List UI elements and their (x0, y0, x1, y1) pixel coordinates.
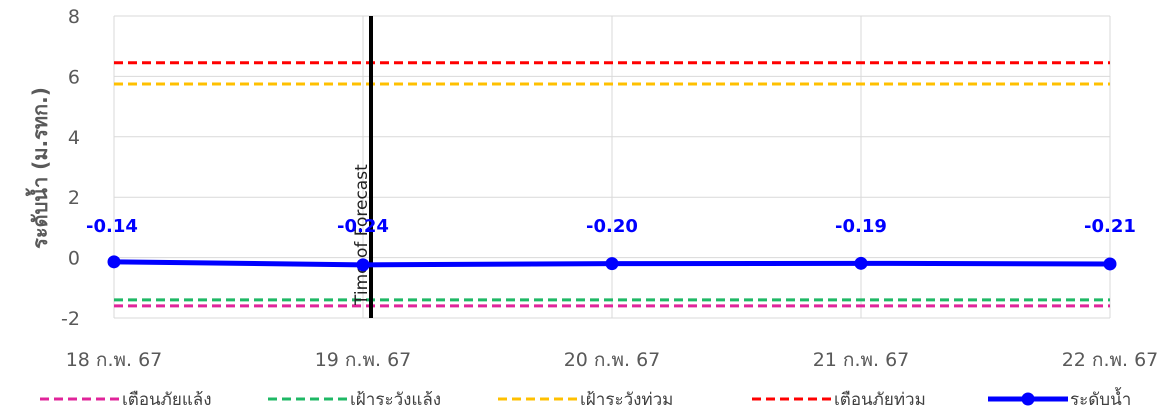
x-axis-ticks: 18 ก.พ. 67 19 ก.พ. 67 20 ก.พ. 67 21 ก.พ. 67… (66, 349, 1159, 371)
legend-item: เตือนภัยท่วม (752, 390, 926, 410)
y-axis-label: ระดับน้ำ (ม.รทก.) (25, 87, 52, 249)
data-point (854, 256, 868, 270)
data-label: -0.14 (86, 216, 138, 237)
x-tick-label: 19 ก.พ. 67 (315, 349, 412, 371)
data-point (107, 255, 121, 269)
x-tick-label: 21 ก.พ. 67 (813, 349, 910, 371)
grid-lines (113, 15, 1111, 319)
forecast-marker: Time of Forecast (352, 16, 373, 318)
legend-item: ระดับน้ำ (988, 387, 1131, 410)
x-tick-label: 20 ก.พ. 67 (564, 349, 661, 371)
legend-item: เฝ้าระวังท่วม (498, 390, 673, 410)
y-tick-label: -2 (61, 308, 80, 330)
data-label: -0.21 (1084, 216, 1136, 237)
legend-label: เฝ้าระวังท่วม (580, 390, 673, 410)
data-point (605, 257, 619, 271)
legend-item: เฝ้าระวังแล้ง (268, 390, 441, 410)
legend-label: เฝ้าระวังแล้ง (350, 390, 441, 410)
legend-label: ระดับน้ำ (1070, 387, 1131, 410)
y-tick-label: 0 (68, 248, 80, 270)
series-layer (107, 255, 1117, 272)
x-tick-label: 18 ก.พ. 67 (66, 349, 163, 371)
data-label: -0.24 (337, 216, 389, 237)
legend-label: เตือนภัยท่วม (834, 390, 926, 410)
y-tick-label: 8 (68, 6, 80, 28)
data-label: -0.19 (835, 216, 887, 237)
forecast-label: Time of Forecast (352, 164, 372, 306)
legend-item: เตือนภัยแล้ง (40, 390, 212, 410)
y-tick-label: 4 (68, 127, 80, 149)
data-point (356, 258, 370, 272)
data-point (1103, 257, 1117, 271)
y-axis-ticks: -2 0 2 4 6 8 (61, 6, 80, 330)
legend: เตือนภัยแล้ง เฝ้าระวังแล้ง เฝ้าระวังท่วม เต… (40, 387, 1131, 410)
data-labels: -0.14 -0.24 -0.20 -0.19 -0.21 (86, 216, 1136, 237)
y-tick-label: 6 (68, 66, 80, 88)
data-label: -0.20 (586, 216, 638, 237)
x-tick-label: 22 ก.พ. 67 (1062, 349, 1159, 371)
threshold-lines (114, 61, 1110, 308)
legend-label: เตือนภัยแล้ง (122, 390, 212, 410)
y-tick-label: 2 (68, 187, 80, 209)
legend-marker (1021, 392, 1035, 406)
